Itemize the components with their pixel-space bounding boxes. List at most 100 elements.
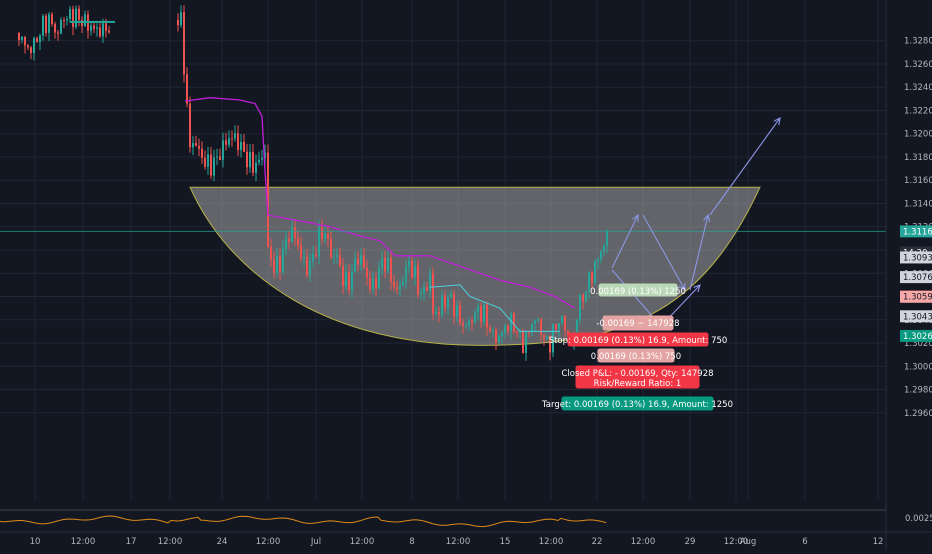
candle-body — [306, 257, 308, 276]
price-label-text: 1.30261 — [903, 332, 932, 342]
candle-body — [183, 12, 185, 75]
candle-body — [591, 272, 593, 283]
candle-body — [504, 326, 506, 333]
price-tick-label: 1.31600 — [904, 176, 932, 186]
candle-body — [582, 294, 584, 302]
price-label-tag[interactable]: 1.31160 — [900, 225, 932, 238]
candle-body — [567, 330, 569, 336]
candle-body — [381, 257, 383, 268]
time-tick-label: 15 — [500, 537, 511, 547]
closed-pnl-label[interactable]: Closed P&L: - 0.00169, Qty: 147928Risk/R… — [561, 365, 714, 389]
candle-body — [252, 152, 254, 173]
candle-body — [264, 152, 266, 159]
candle-body — [606, 230, 608, 246]
price-tick-label: 1.31400 — [904, 199, 932, 209]
candle-body — [303, 257, 305, 259]
candle-body — [276, 256, 278, 273]
stop-label[interactable]: Stop: 0.00169 (0.13%) 16.9, Amount: 750 — [549, 332, 728, 347]
candle-body — [237, 133, 239, 151]
ghost-pnl-label[interactable]: -0.00169 ~ 147928 — [596, 315, 680, 331]
candlestick-series — [18, 5, 608, 361]
arrow-down-1[interactable] — [642, 214, 685, 290]
arrow-up-1[interactable] — [611, 215, 638, 269]
candle-body — [297, 237, 299, 246]
candle-body — [78, 8, 80, 20]
candle-body — [63, 19, 65, 21]
candle-body — [453, 294, 455, 317]
price-label-tag[interactable]: 1.30767 — [900, 271, 932, 284]
candle-body — [555, 324, 557, 330]
price-label-tag[interactable]: 1.30430 — [900, 310, 932, 323]
candle-body — [240, 141, 242, 151]
candle-body — [378, 267, 380, 289]
ghost-stop-label-text: 0.00169 (0.13%) 750 — [591, 352, 681, 362]
candle-body — [105, 23, 107, 31]
time-tick-label: Aug — [740, 537, 757, 547]
price-label-bg — [900, 251, 932, 264]
candle-body — [366, 267, 368, 278]
candle-body — [213, 157, 215, 176]
candle-body — [195, 143, 197, 146]
candle-body — [312, 254, 314, 261]
ghost-stop-label[interactable]: 0.00169 (0.13%) 750 — [591, 348, 681, 363]
candle-body — [36, 38, 38, 43]
time-tick-label: 10 — [30, 537, 41, 547]
secondary-average-path — [429, 284, 560, 332]
candle-body — [21, 36, 23, 41]
ghost-target-label[interactable]: 0.00169 (0.13%) 1250 — [590, 283, 686, 297]
candle-body — [57, 32, 59, 34]
candle-body — [246, 151, 248, 168]
price-axis[interactable]: 1.32800 1.32600 1.32400 1.32200 1.32000 1.318… — [885, 0, 932, 550]
candle-body — [354, 259, 356, 272]
candle-body — [54, 24, 56, 33]
arrow-up-target[interactable] — [709, 118, 780, 216]
candle-body — [51, 14, 53, 25]
stop-label-bg — [567, 332, 709, 347]
candle-body — [339, 255, 341, 266]
candle-body — [72, 8, 74, 28]
candle-flat-segment — [70, 20, 115, 23]
candle-body — [492, 329, 494, 331]
price-label-tag[interactable]: 1.30261 — [900, 329, 932, 342]
candle-body — [465, 325, 467, 327]
candle-body — [180, 12, 182, 26]
candle-body — [309, 260, 311, 276]
projection-arrows[interactable] — [611, 118, 780, 325]
target-label[interactable]: Target: 0.00169 (0.13%) 16.9, Amount: 12… — [541, 396, 733, 411]
candle-body — [423, 287, 425, 294]
candle-body — [186, 74, 188, 104]
candle-body — [243, 141, 245, 152]
trade-annotations[interactable]: 0.00169 (0.13%) 1250 -0.00169 ~ 147928 Sto… — [541, 283, 733, 411]
candle-body — [93, 25, 95, 29]
candle-body — [516, 331, 518, 333]
time-axis[interactable]: 10 12:00 17 12:00 24 12:00 Jul 12:00 8 12:00 15 12:… — [0, 531, 932, 547]
arrow-up-2[interactable] — [689, 215, 708, 291]
price-tick-label: 1.30000 — [904, 362, 932, 372]
price-label-tag[interactable]: 1.30936 — [900, 251, 932, 264]
oscillator-value-label: 0.00250 — [905, 514, 932, 524]
price-label-tag[interactable]: 1.30598 — [900, 290, 932, 303]
candle-body — [405, 266, 407, 282]
candle-body — [444, 295, 446, 308]
candle-body — [441, 295, 443, 315]
candle-body — [360, 255, 362, 265]
candle-body — [450, 294, 452, 298]
cup-shape[interactable] — [189, 186, 761, 346]
time-tick-label: 22 — [592, 537, 603, 547]
candle-body — [513, 313, 515, 332]
ghost-target-label-bg — [598, 283, 678, 297]
candle-body — [540, 318, 542, 335]
oscillator-pane — [0, 515, 607, 528]
candle-body — [255, 162, 257, 173]
time-tick-label: 29 — [685, 537, 696, 547]
candle-body — [576, 319, 578, 339]
candle-body — [414, 265, 416, 278]
candle-body — [204, 157, 206, 167]
cup-pattern[interactable] — [189, 186, 761, 346]
candle-body — [279, 256, 281, 272]
candle-body — [33, 38, 35, 54]
candle-body — [234, 133, 236, 139]
candle-body — [69, 8, 71, 19]
